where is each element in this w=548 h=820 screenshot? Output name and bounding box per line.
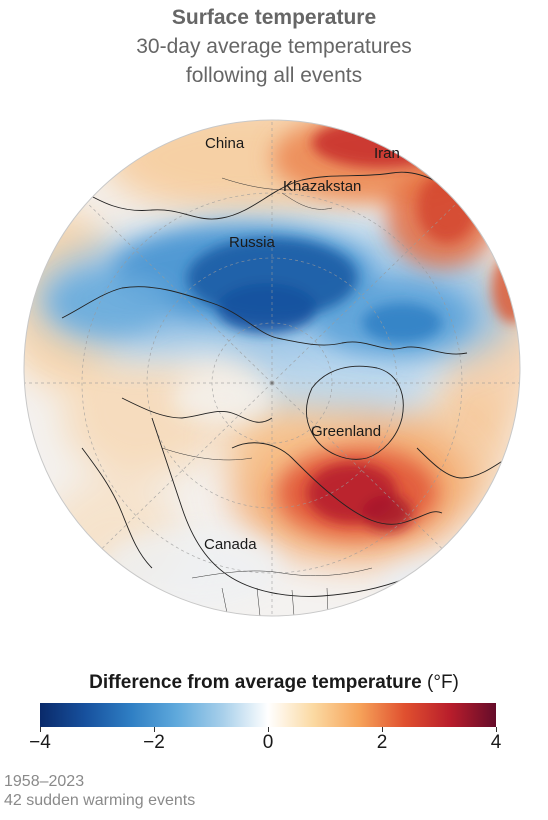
north-pole-marker [270,381,274,385]
legend-title-main: Difference from average temperature [89,672,422,693]
chart-subtitle-line2: following all events [185,64,363,87]
scale-tick-label: −4 [29,732,51,753]
label-greenland: Greenland [311,423,381,440]
chart-subtitle-line1: 30-day average temperatures [136,35,412,58]
color-scale-bar [40,703,496,727]
title-block: Surface temperature 30-day average tempe… [0,4,548,90]
globe-rim [23,119,521,617]
temperature-field [24,120,520,616]
scale-tick-mark [495,727,497,732]
scale-tick-label: −2 [143,732,165,753]
scale-tick-mark [39,727,41,732]
scale-tick-label: 0 [262,732,274,753]
label-china: China [205,135,245,152]
footer-note: 1958–2023 42 sudden warming events [4,772,195,810]
polar-map-svg: China Iran Khazakstan Russia Greenland C… [23,119,521,617]
scale-tick-label: 2 [376,732,388,753]
legend-title-unit: (°F) [421,672,459,693]
label-khazakstan: Khazakstan [283,178,361,195]
chart-title: Surface temperature [171,6,377,29]
label-canada: Canada [204,536,257,553]
scale-tick-mark [381,727,383,732]
warm-canada-extreme [307,463,412,531]
scale-tick-mark [267,727,269,732]
footer-years: 1958–2023 [4,773,85,790]
coastlines [61,171,508,597]
polar-map: China Iran Khazakstan Russia Greenland C… [22,118,522,618]
label-russia: Russia [229,234,276,251]
borders [161,177,373,616]
label-iran: Iran [374,145,400,162]
scale-tick-mark [153,727,155,732]
legend-title: Difference from average temperature (°F) [0,672,548,694]
scale-tick-label: 4 [490,732,502,753]
footer-event-count: 42 sudden warming events [4,792,196,809]
